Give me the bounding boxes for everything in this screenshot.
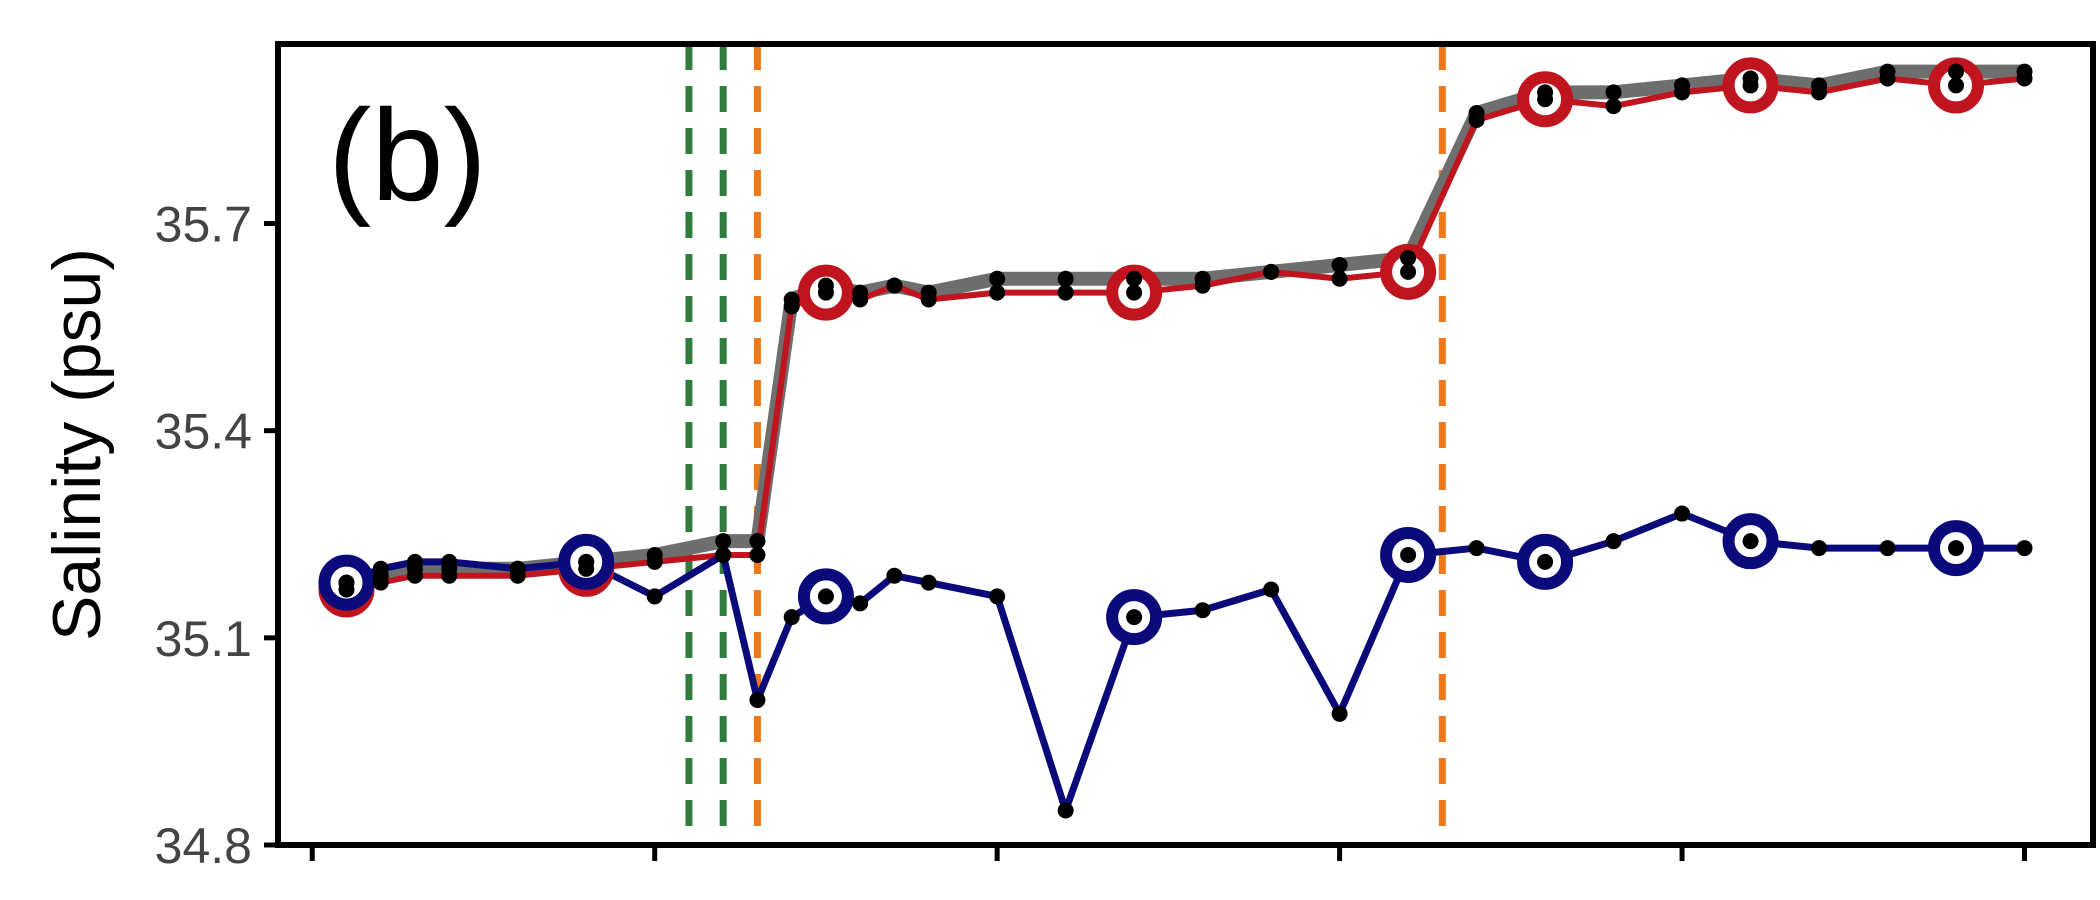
- data-point-blue: [852, 595, 869, 612]
- data-point-blue: [989, 588, 1006, 605]
- data-point-red: [1811, 84, 1828, 101]
- data-point-blue: [441, 553, 458, 570]
- series-line-red: [345, 75, 2025, 593]
- data-point-gray: [1057, 270, 1074, 287]
- data-point-blue: [578, 553, 595, 570]
- data-point-blue: [406, 553, 423, 570]
- series-markers: [318, 57, 1985, 646]
- data-point-blue: [1263, 581, 1280, 598]
- y-tick-label: 35.7: [155, 197, 252, 253]
- data-point-gray: [1331, 256, 1348, 273]
- data-point-blue: [338, 574, 355, 591]
- data-point-blue: [1537, 553, 1554, 570]
- data-point-blue: [715, 546, 732, 563]
- data-point-red: [749, 546, 766, 563]
- data-point-red: [1948, 77, 1965, 94]
- data-point-blue: [1126, 609, 1143, 626]
- data-point-blue: [920, 574, 937, 591]
- data-point-red: [441, 567, 458, 584]
- data-point-blue: [1674, 505, 1691, 522]
- data-point-blue: [817, 588, 834, 605]
- data-point-red: [1331, 270, 1348, 287]
- y-axis: 34.8 35.1 35.4 35.7: [155, 197, 278, 874]
- data-point-red: [646, 553, 663, 570]
- series-lines: [345, 64, 2025, 814]
- panel-label: (b): [328, 82, 487, 228]
- data-point-red: [1194, 277, 1211, 294]
- y-tick-label: 34.8: [155, 818, 252, 874]
- data-point-red: [1674, 84, 1691, 101]
- data-point-red: [920, 291, 937, 308]
- data-point-red: [783, 298, 800, 315]
- y-tick-label: 35.4: [155, 404, 252, 460]
- data-point-red: [1879, 70, 1896, 87]
- data-point-red: [852, 291, 869, 308]
- data-point-blue: [646, 588, 663, 605]
- vertical-reference-lines: [685, 44, 1446, 845]
- data-point-red: [817, 284, 834, 301]
- data-point-blue: [1331, 705, 1348, 722]
- data-point-red: [1605, 98, 1622, 115]
- data-point-gray: [1400, 250, 1417, 267]
- data-point-blue: [783, 609, 800, 626]
- data-point-red: [2016, 70, 2033, 87]
- data-point-red: [1468, 111, 1485, 128]
- data-point-blue: [372, 560, 389, 577]
- data-point-blue: [749, 691, 766, 708]
- data-point-blue: [1468, 540, 1485, 557]
- data-point-red: [372, 574, 389, 591]
- data-point-blue: [1194, 602, 1211, 619]
- data-point-blue: [1879, 540, 1896, 557]
- data-point-gray: [1605, 84, 1622, 101]
- series-line-gray: [345, 64, 2025, 590]
- data-point-blue: [1605, 533, 1622, 550]
- y-axis-title: Salinity (psu): [39, 248, 115, 641]
- data-point-red: [989, 284, 1006, 301]
- data-point-gray: [715, 533, 732, 550]
- data-point-red: [1057, 284, 1074, 301]
- data-point-blue: [509, 560, 526, 577]
- data-point-red: [1400, 263, 1417, 280]
- data-point-gray: [1948, 63, 1965, 80]
- plot-frame: [275, 41, 2096, 848]
- series-points: [338, 63, 2033, 819]
- data-point-blue: [2016, 540, 2033, 557]
- data-point-red: [1263, 263, 1280, 280]
- data-point-blue: [886, 567, 903, 584]
- data-point-blue: [1057, 802, 1074, 819]
- data-point-red: [1126, 284, 1143, 301]
- data-point-gray: [749, 533, 766, 550]
- x-axis: [309, 845, 2028, 861]
- data-point-red: [406, 567, 423, 584]
- data-point-gray: [1126, 270, 1143, 287]
- data-point-red: [886, 277, 903, 294]
- data-point-gray: [989, 270, 1006, 287]
- data-point-red: [1742, 77, 1759, 94]
- data-point-blue: [1948, 540, 1965, 557]
- data-point-blue: [1742, 533, 1759, 550]
- data-point-red: [1537, 91, 1554, 108]
- y-tick-label: 35.1: [155, 611, 252, 667]
- data-point-blue: [1400, 546, 1417, 563]
- data-point-blue: [1811, 540, 1828, 557]
